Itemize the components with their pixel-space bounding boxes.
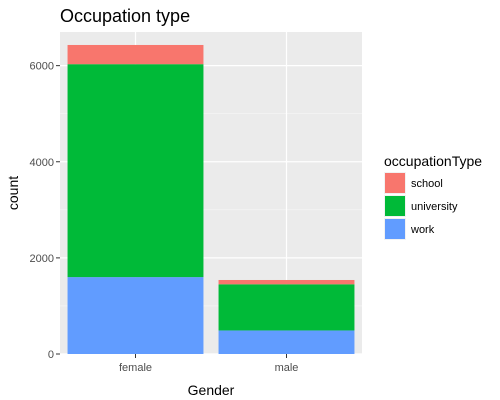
legend-label-school: school — [411, 178, 443, 190]
legend-title: occupationType — [384, 153, 482, 169]
y-tick-label: 4000 — [30, 157, 54, 169]
bar-female-work — [67, 277, 204, 354]
legend-label-work: work — [410, 224, 435, 236]
y-axis-title: count — [5, 176, 21, 210]
y-tick-label: 0 — [48, 349, 54, 361]
bar-male-school — [218, 279, 355, 285]
y-tick-label: 2000 — [30, 253, 54, 265]
x-tick-label: male — [275, 362, 299, 374]
legend: occupationType school university work — [384, 153, 482, 240]
chart-title: Occupation type — [60, 6, 190, 26]
y-tick-label: 6000 — [30, 61, 54, 73]
bar-male-work — [218, 330, 355, 354]
legend-swatch-school — [385, 173, 405, 193]
legend-items: school university work — [384, 172, 458, 240]
x-axis-title: Gender — [188, 382, 235, 398]
legend-label-university: university — [411, 201, 458, 213]
y-axis-ticks: 0 2000 4000 6000 — [30, 61, 60, 361]
bar-female-school — [67, 44, 204, 65]
legend-swatch-work — [385, 219, 405, 239]
bars — [67, 44, 355, 354]
x-tick-label: female — [119, 362, 152, 374]
x-axis-ticks: female male — [119, 354, 298, 374]
bar-female-university — [67, 64, 204, 278]
legend-swatch-university — [385, 196, 405, 216]
bar-male-university — [218, 284, 355, 331]
